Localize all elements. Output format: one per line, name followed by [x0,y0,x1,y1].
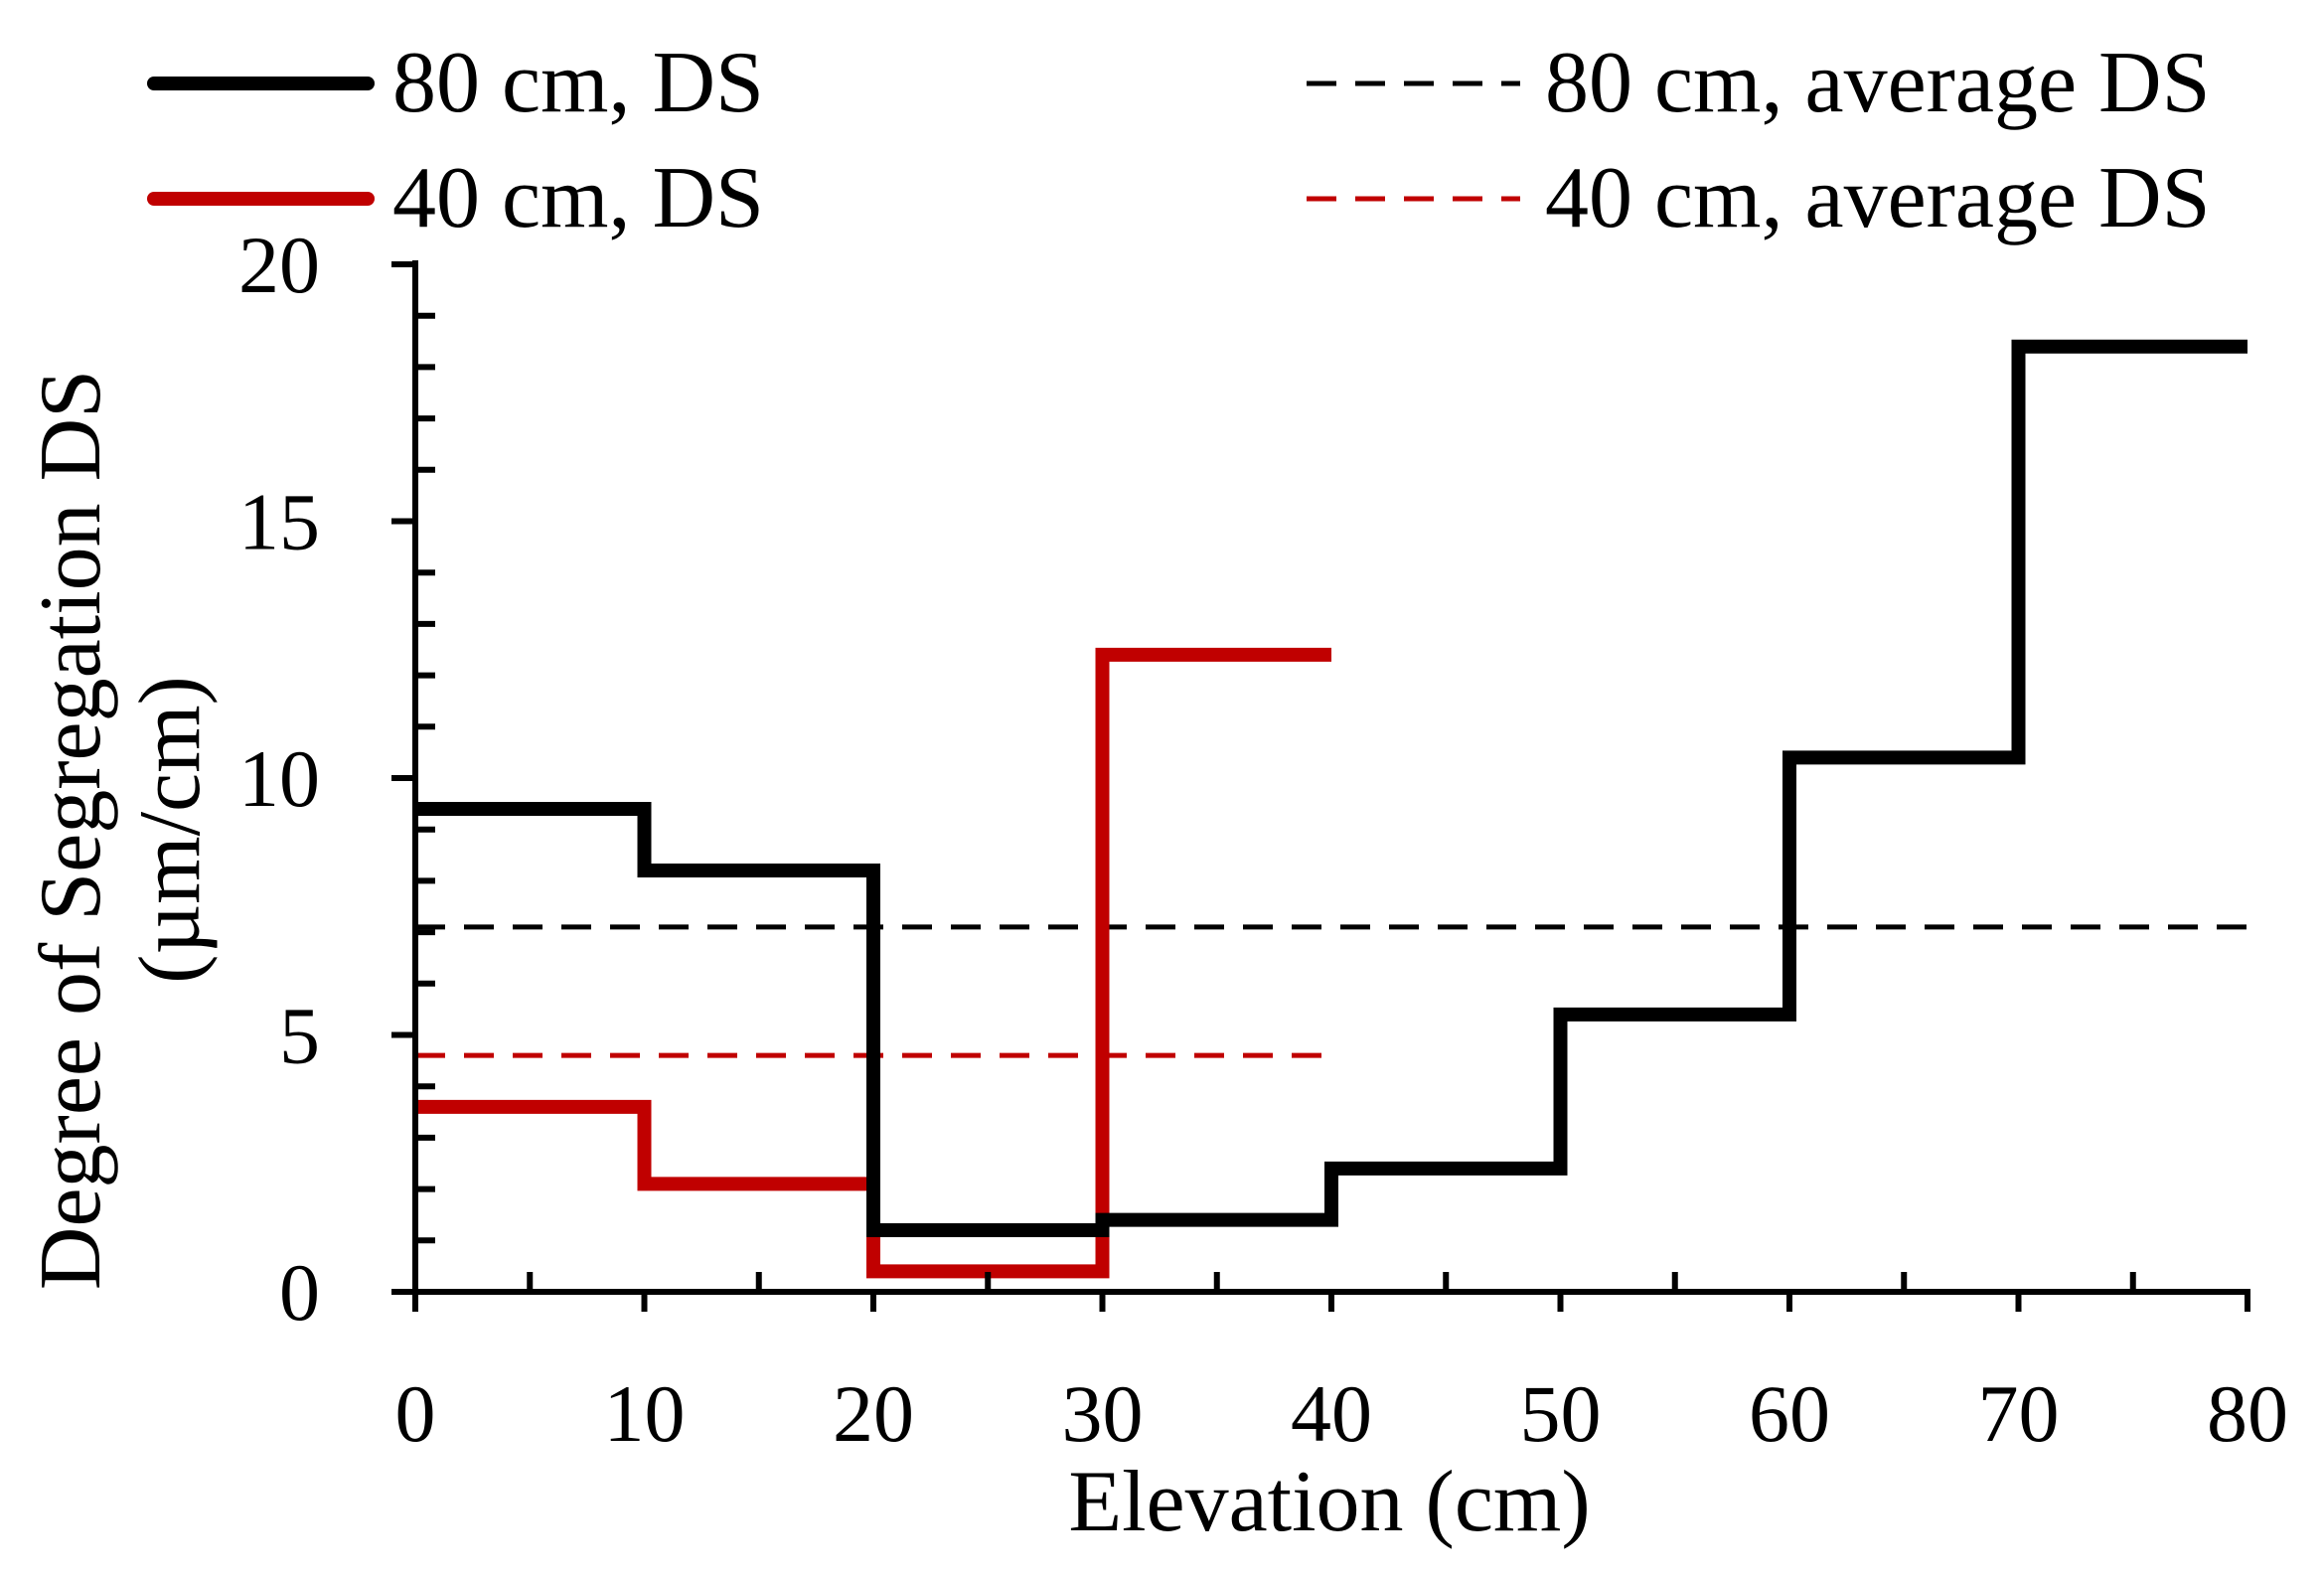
x-tick-label: 40 [1291,1368,1372,1459]
x-tick-label: 60 [1749,1368,1830,1459]
y-tick-label: 5 [279,991,320,1081]
y-tick-label: 10 [238,733,320,824]
y-axis-title-line2: (µm/cm) [122,676,219,984]
y-tick-label: 15 [238,477,320,567]
x-axis-title: Elevation (cm) [1068,1454,1590,1550]
x-tick-label: 10 [604,1368,686,1459]
x-tick-label: 0 [395,1368,436,1459]
y-tick-label: 0 [279,1247,320,1338]
legend: 80 cm, DS 40 cm, DS 80 cm, average DS 40 cm… [147,35,2211,246]
legend-label-80-cm-ds: 80 cm, DS [392,35,764,131]
axes-layer [391,260,2250,1295]
x-tick-label: 50 [1520,1368,1602,1459]
y-tick-label: 20 [238,220,320,310]
series-layer [415,339,2247,1279]
legend-label-40-cm-ds: 40 cm, DS [392,150,764,246]
x-tick-label: 30 [1062,1368,1144,1459]
series-line-80-cm-ds [415,339,2247,1237]
x-tick-label: 20 [833,1368,914,1459]
x-tick-label: 80 [2207,1368,2288,1459]
y-axis-title-line1: Degree of Segregation DS [23,370,119,1290]
ticks-layer: 0 5 10 15 20 0 10 20 30 40 50 60 70 80 [238,220,2288,1459]
x-tick-label: 70 [1978,1368,2060,1459]
legend-label-40-cm-average-ds: 40 cm, average DS [1545,150,2211,246]
y-axis-title: Degree of Segregation DS (µm/cm) [23,370,219,1290]
legend-label-80-cm-average-ds: 80 cm, average DS [1545,35,2211,131]
